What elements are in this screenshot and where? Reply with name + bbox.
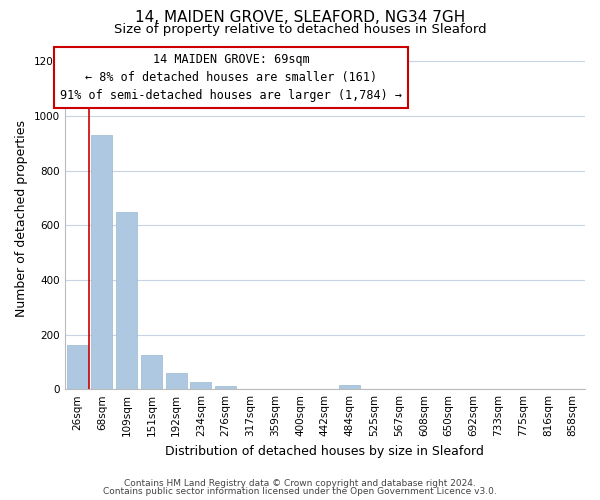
Bar — [141, 355, 162, 389]
Text: 14 MAIDEN GROVE: 69sqm
← 8% of detached houses are smaller (161)
91% of semi-det: 14 MAIDEN GROVE: 69sqm ← 8% of detached … — [60, 52, 402, 102]
Bar — [67, 346, 88, 389]
Bar — [190, 382, 211, 389]
X-axis label: Distribution of detached houses by size in Sleaford: Distribution of detached houses by size … — [166, 444, 484, 458]
Bar — [215, 386, 236, 389]
Bar — [91, 135, 112, 389]
Bar — [166, 373, 187, 389]
Text: Size of property relative to detached houses in Sleaford: Size of property relative to detached ho… — [113, 22, 487, 36]
Text: 14, MAIDEN GROVE, SLEAFORD, NG34 7GH: 14, MAIDEN GROVE, SLEAFORD, NG34 7GH — [135, 10, 465, 25]
Bar — [339, 384, 360, 389]
Text: Contains public sector information licensed under the Open Government Licence v3: Contains public sector information licen… — [103, 487, 497, 496]
Bar — [116, 212, 137, 389]
Text: Contains HM Land Registry data © Crown copyright and database right 2024.: Contains HM Land Registry data © Crown c… — [124, 478, 476, 488]
Y-axis label: Number of detached properties: Number of detached properties — [15, 120, 28, 317]
